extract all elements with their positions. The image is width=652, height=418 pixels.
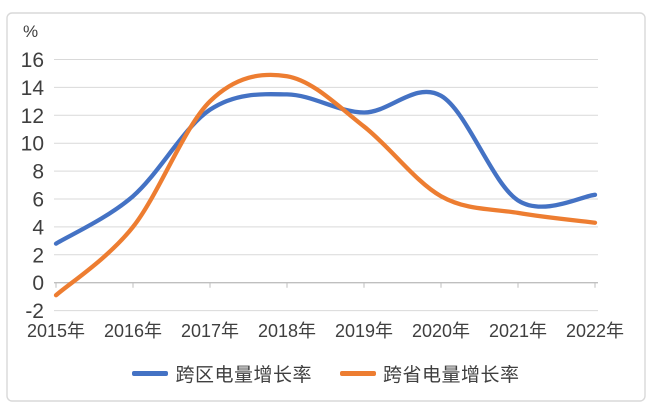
x-axis-tick-label: 2017年 — [181, 321, 239, 341]
x-axis-tick-label: 2022年 — [566, 321, 624, 341]
chart-frame — [6, 12, 646, 402]
chart-legend: 跨区电量增长率 跨省电量增长率 — [0, 360, 652, 387]
x-axis-tick-label: 2020年 — [412, 321, 470, 341]
x-axis-tick-label: 2015年 — [27, 321, 85, 341]
x-axis-tick-label: 2019年 — [335, 321, 393, 341]
x-axis-tick-label: 2016年 — [104, 321, 162, 341]
legend-label: 跨区电量增长率 — [175, 365, 312, 386]
y-axis-tick-label: 14 — [21, 77, 45, 100]
y-axis-tick-label: 12 — [21, 105, 44, 128]
y-axis-tick-label: 10 — [21, 133, 44, 156]
y-axis-tick-label: 8 — [32, 161, 44, 184]
legend-line-swatch-blue — [132, 371, 169, 376]
series-line-cross-region — [53, 89, 598, 246]
y-axis-unit-label: % — [23, 22, 38, 41]
y-axis-tick-label: -2 — [25, 300, 44, 323]
legend-label: 跨省电量增长率 — [383, 365, 520, 386]
legend-item-cross-region: 跨区电量增长率 — [132, 360, 312, 387]
y-axis-tick-label: 2 — [32, 244, 44, 267]
legend-item-cross-province: 跨省电量增长率 — [340, 360, 520, 387]
y-axis-tick-label: 6 — [32, 189, 44, 212]
x-axis-tick-label: 2021年 — [489, 321, 547, 341]
y-axis-tick-label: 0 — [32, 272, 44, 295]
y-axis-tick-label: 4 — [32, 216, 44, 239]
legend-line-swatch-orange — [340, 371, 376, 376]
y-axis-tick-label: 16 — [21, 49, 44, 72]
x-axis-tick-label: 2018年 — [258, 321, 316, 341]
series-line-cross-province — [53, 72, 598, 298]
